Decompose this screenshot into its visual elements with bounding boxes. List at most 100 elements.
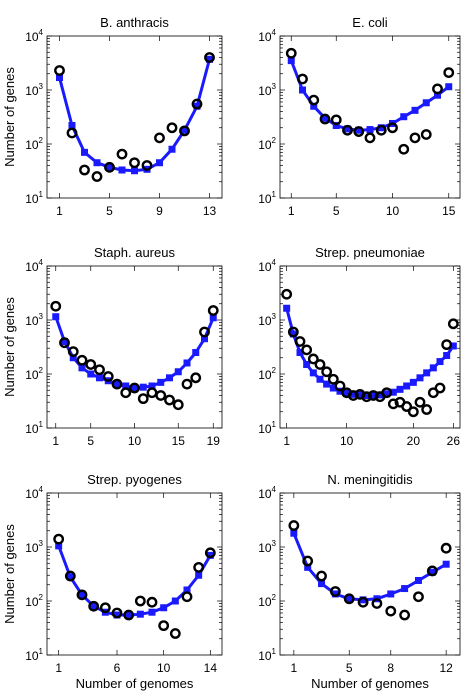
y-tick-label: 103 — [25, 539, 43, 555]
data-point-circle — [297, 73, 308, 85]
data-point-circle — [64, 570, 76, 582]
data-point-circle — [141, 160, 153, 171]
data-point-circle — [375, 124, 387, 136]
data-point-circle — [342, 124, 353, 136]
data-point-circle — [54, 65, 65, 76]
x-tick-label: 6 — [114, 661, 121, 675]
data-point-circle — [399, 609, 411, 621]
y-tick-label: 102 — [25, 366, 43, 382]
data-point-circle — [164, 394, 175, 406]
data-point-circle — [321, 366, 333, 378]
x-tick-label: 1 — [52, 434, 59, 448]
data-point-square — [131, 384, 138, 392]
data-point-square — [366, 126, 374, 134]
data-point-square — [193, 102, 201, 110]
data-point-circle — [104, 161, 115, 173]
data-point-square — [209, 314, 217, 322]
data-point-circle — [172, 399, 184, 411]
y-tick-label: 104 — [25, 28, 43, 44]
data-point-circle — [414, 396, 426, 408]
y-tick-label: 101 — [258, 420, 276, 436]
y-tick-label: 104 — [25, 485, 43, 501]
data-point-circle — [111, 607, 123, 619]
data-point-square — [55, 542, 63, 550]
y-tick-label: 104 — [258, 258, 276, 274]
data-point-square — [206, 55, 213, 63]
data-point-circle — [329, 586, 341, 597]
data-point-square — [69, 354, 77, 362]
data-point-square — [290, 529, 298, 537]
x-tick-label: 10 — [340, 434, 354, 448]
data-point-circle — [307, 353, 319, 365]
data-point-square — [355, 126, 363, 134]
data-point-circle — [146, 387, 158, 399]
y-axis-label: Number of genes — [2, 524, 17, 624]
data-point-circle — [137, 393, 149, 405]
data-point-square — [166, 374, 173, 382]
data-point-circle — [447, 318, 459, 330]
series-line — [54, 316, 215, 390]
series-line — [292, 532, 447, 602]
data-point-circle — [181, 378, 193, 390]
y-tick-label: 101 — [258, 647, 276, 663]
x-tick-label: 9 — [156, 204, 163, 218]
data-point-square — [443, 352, 451, 360]
x-tick-label: 20 — [407, 434, 421, 448]
series-model — [52, 313, 217, 392]
data-point-circle — [91, 171, 103, 182]
data-point-circle — [207, 305, 219, 316]
data-point-square — [356, 391, 364, 399]
axes-frame — [279, 265, 461, 429]
data-point-circle — [146, 596, 158, 608]
data-point-square — [93, 159, 101, 167]
data-point-circle — [120, 387, 132, 399]
data-point-circle — [398, 143, 410, 155]
data-point-square — [318, 580, 326, 588]
series-line — [285, 307, 455, 397]
data-point-square — [309, 369, 317, 377]
data-point-circle — [99, 602, 111, 614]
data-point-square — [174, 368, 182, 376]
data-point-circle — [166, 122, 178, 134]
data-point-square — [113, 611, 121, 619]
series-observed — [281, 288, 459, 418]
data-point-circle — [204, 547, 216, 559]
chart-title: E. coli — [352, 15, 388, 30]
data-point-square — [136, 610, 144, 618]
data-point-circle — [53, 533, 65, 545]
data-point-square — [400, 113, 408, 121]
series-observed — [288, 520, 452, 621]
x-tick-label: 13 — [203, 204, 217, 218]
series-model — [287, 57, 453, 134]
x-tick-label: 14 — [204, 661, 218, 675]
data-point-square — [118, 166, 126, 174]
y-tick-label: 102 — [25, 593, 43, 609]
data-point-square — [376, 391, 384, 399]
x-tick-label: 1 — [288, 204, 295, 218]
data-point-square — [401, 585, 409, 593]
data-point-circle — [190, 372, 202, 384]
series-observed — [50, 300, 219, 411]
y-tick-label: 102 — [258, 136, 276, 152]
data-point-square — [369, 391, 377, 399]
data-point-square — [139, 383, 147, 391]
y-tick-label: 101 — [258, 190, 276, 206]
data-point-square — [131, 167, 138, 175]
data-point-square — [310, 102, 318, 110]
data-point-square — [383, 390, 391, 398]
data-point-circle — [330, 114, 342, 126]
data-point-square — [331, 590, 339, 598]
data-point-square — [429, 364, 437, 372]
y-tick-label: 103 — [25, 82, 43, 98]
data-point-square — [125, 611, 133, 619]
data-point-circle — [401, 401, 413, 412]
x-tick-label: 19 — [207, 434, 221, 448]
data-point-circle — [79, 164, 90, 176]
x-tick-label: 1 — [55, 661, 62, 675]
data-point-circle — [129, 157, 140, 169]
x-tick-label: 5 — [346, 661, 353, 675]
y-tick-label: 101 — [25, 647, 43, 663]
data-point-square — [436, 358, 444, 366]
data-point-square — [87, 370, 95, 378]
